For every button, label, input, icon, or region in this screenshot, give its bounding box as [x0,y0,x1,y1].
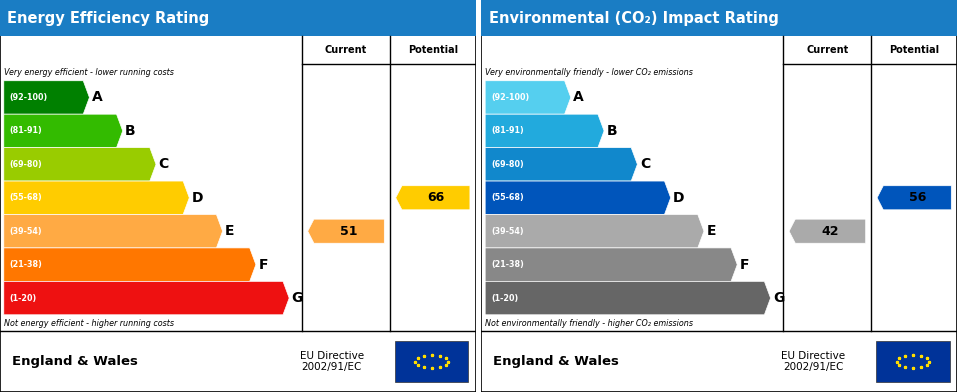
Text: (39-54): (39-54) [491,227,523,236]
Text: 56: 56 [908,191,926,204]
Text: (39-54): (39-54) [10,227,42,236]
Text: F: F [740,258,749,272]
Text: E: E [225,224,234,238]
Text: Energy Efficiency Rating: Energy Efficiency Rating [7,11,210,25]
Polygon shape [308,219,385,243]
Text: (1-20): (1-20) [10,294,36,303]
Polygon shape [485,114,604,148]
Text: Current: Current [324,45,367,55]
Text: England & Wales: England & Wales [11,355,138,368]
Text: E: E [706,224,716,238]
Text: (69-80): (69-80) [491,160,523,169]
Text: (69-80): (69-80) [10,160,42,169]
Polygon shape [790,219,866,243]
Text: A: A [573,91,584,105]
Text: F: F [258,258,268,272]
Text: C: C [640,157,650,171]
Text: (81-91): (81-91) [10,126,42,135]
Polygon shape [485,181,671,214]
Text: (55-68): (55-68) [491,193,523,202]
Text: EU Directive
2002/91/EC: EU Directive 2002/91/EC [781,351,845,372]
Text: (92-100): (92-100) [10,93,48,102]
Text: A: A [92,91,102,105]
Bar [395,341,469,382]
Polygon shape [396,186,470,210]
Polygon shape [4,181,189,214]
Polygon shape [485,148,637,181]
Polygon shape [4,81,89,114]
Text: 51: 51 [341,225,358,238]
Polygon shape [4,248,256,281]
Text: (55-68): (55-68) [10,193,42,202]
Text: 42: 42 [822,225,839,238]
Text: G: G [292,291,303,305]
Text: (1-20): (1-20) [491,294,518,303]
Polygon shape [4,114,122,148]
Text: D: D [191,191,203,205]
Text: England & Wales: England & Wales [493,355,619,368]
Text: Current: Current [806,45,849,55]
Text: Not environmentally friendly - higher CO₂ emissions: Not environmentally friendly - higher CO… [485,319,693,327]
Text: B: B [125,124,136,138]
Bar [877,341,950,382]
Text: Very environmentally friendly - lower CO₂ emissions: Very environmentally friendly - lower CO… [485,68,693,77]
Text: (81-91): (81-91) [491,126,523,135]
Text: Environmental (CO₂) Impact Rating: Environmental (CO₂) Impact Rating [488,11,778,25]
Polygon shape [485,81,570,114]
Text: D: D [673,191,684,205]
Polygon shape [4,148,156,181]
Text: (92-100): (92-100) [491,93,529,102]
Bar [481,0,957,36]
Polygon shape [878,186,951,210]
Polygon shape [485,214,704,248]
Polygon shape [485,248,737,281]
Text: Potential: Potential [889,45,939,55]
Polygon shape [4,214,223,248]
Text: Not energy efficient - higher running costs: Not energy efficient - higher running co… [4,319,174,327]
Text: (21-38): (21-38) [10,260,42,269]
Text: 66: 66 [427,191,445,204]
Text: B: B [607,124,617,138]
Text: EU Directive
2002/91/EC: EU Directive 2002/91/EC [300,351,364,372]
Bar [0,0,476,36]
Text: Potential: Potential [408,45,457,55]
Polygon shape [485,281,770,315]
Text: G: G [773,291,785,305]
Text: Very energy efficient - lower running costs: Very energy efficient - lower running co… [4,68,173,77]
Text: (21-38): (21-38) [491,260,523,269]
Polygon shape [4,281,289,315]
Text: C: C [159,157,168,171]
